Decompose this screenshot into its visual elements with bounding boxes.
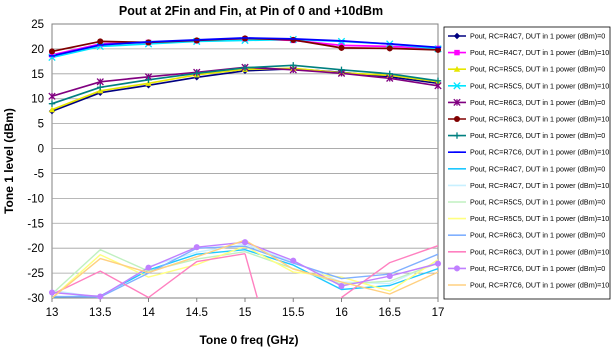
data-point [49,52,55,58]
x-tick-label: 15.5 [282,307,304,319]
data-point [241,239,249,246]
legend-entry-label: Pout, RC=R4C7, DUT in 1 power (dBm)=10 [470,48,609,57]
marker-layer [48,35,442,300]
data-point [386,45,393,52]
legend-entry-label: Pout, RC=R6C3, DUT in 1 power (dBm)=10 [470,115,609,124]
x-tick-label: 16 [335,307,348,319]
y-axis-label: Tone 1 level (dBm) [2,108,16,214]
data-point [145,76,152,83]
y-tick-label: 25 [31,19,44,31]
legend-entry-label: Pout, RC=R6C3, DUT in 1 power (dBm)=0 [470,231,605,240]
data-point [145,264,152,271]
data-point [290,257,297,264]
legend-marker [453,32,461,40]
data-point [97,293,104,300]
data-point [338,283,345,290]
data-point [338,66,345,74]
data-point [290,62,297,69]
legend: Pout, RC=R4C7, DUT in 1 power (dBm)=0 Pou… [443,26,611,300]
legend-marker [453,66,461,72]
x-tick-label: 14 [142,307,155,319]
y-tick-label: -30 [27,293,44,305]
x-axis-ticks: 13 13.5 14 14.5 15 15.5 16 16.5 17 [46,298,445,319]
x-axis-label: Tone 0 freq (GHz) [199,333,298,347]
legend-entry-label: Pout, RC=R4C7, DUT in 1 power (dBm)=0 [470,32,605,41]
data-point [97,38,104,45]
legend-box [443,26,611,300]
legend-entry-label: Pout, RC=R5C5, DUT in 1 power (dBm)=10 [470,214,609,223]
data-point [241,64,249,72]
legend-marker [454,49,460,56]
legend-entry-label: Pout, RC=R5C5, DUT in 1 power (dBm)=10 [470,81,609,90]
x-tick-label: 16.5 [379,307,401,319]
y-tick-label: -15 [27,218,44,230]
data-point [290,36,297,43]
legend-entry-label: Pout, RC=R7C6, DUT in 1 power (dBm)=10 [470,281,609,290]
data-point [193,244,200,251]
data-point [386,70,393,78]
y-axis-ticks: 25 20 15 10 5 0 -5 -10 -15 -20 -25 -30 [27,19,44,305]
data-point [48,100,56,107]
data-point [434,46,442,53]
y-tick-label: 0 [38,144,44,156]
y-tick-label: 10 [31,94,44,106]
data-point [48,92,56,100]
data-point [338,44,345,51]
x-tick-label: 15 [239,307,252,319]
data-point [97,84,104,91]
series-line-13 [52,245,438,298]
data-point [434,77,442,84]
legend-entry-label: Pout, RC=R7C6, DUT in 1 power (dBm)=10 [470,148,609,157]
legend-entry-label: Pout, RC=R5C5, DUT in 1 power (dBm)=0 [470,198,605,207]
x-tick-label: 13.5 [89,307,111,319]
legend-entry-label: Pout, RC=R7C6, DUT in 1 power (dBm)=0 [470,264,605,273]
series-line-11 [52,249,438,295]
data-point [434,260,442,267]
data-point [96,78,104,86]
y-tick-label: -20 [27,243,44,255]
chart-title: Pout at 2Fin and Fin, at Pin of 0 and +1… [119,4,383,18]
data-point [48,289,56,296]
data-point [48,48,56,55]
legend-entry-label: Pout, RC=R6C3, DUT in 1 power (dBm)=10 [470,247,609,256]
legend-marker [453,115,461,123]
y-tick-label: -25 [27,268,44,280]
y-tick-label: -10 [27,193,44,205]
x-tick-label: 13 [46,307,59,319]
legend-entry-label: Pout, RC=R7C6, DUT in 1 power (dBm)=0 [470,131,605,140]
y-tick-label: 15 [31,69,44,81]
legend-marker [453,265,461,272]
x-tick-label: 14.5 [186,307,208,319]
y-tick-label: -5 [34,168,44,180]
data-point [193,70,200,77]
legend-marker [453,82,461,90]
legend-entry-label: Pout, RC=R5C5, DUT in 1 power (dBm)=0 [470,65,605,74]
y-tick-label: 20 [31,44,44,56]
legend-entry-label: Pout, RC=R6C3, DUT in 1 power (dBm)=0 [470,98,605,107]
data-point [48,106,56,113]
legend-marker [453,132,461,139]
legend-marker [453,98,461,107]
data-point [386,273,393,280]
legend-entry-label: Pout, RC=R4C7, DUT in 1 power (dBm)=0 [470,164,605,173]
x-tick-label: 17 [432,307,445,319]
series-line-14 [52,245,438,298]
y-tick-label: 5 [38,119,44,131]
legend-entry-label: Pout, RC=R4C7, DUT in 1 power (dBm)=10 [470,181,609,190]
